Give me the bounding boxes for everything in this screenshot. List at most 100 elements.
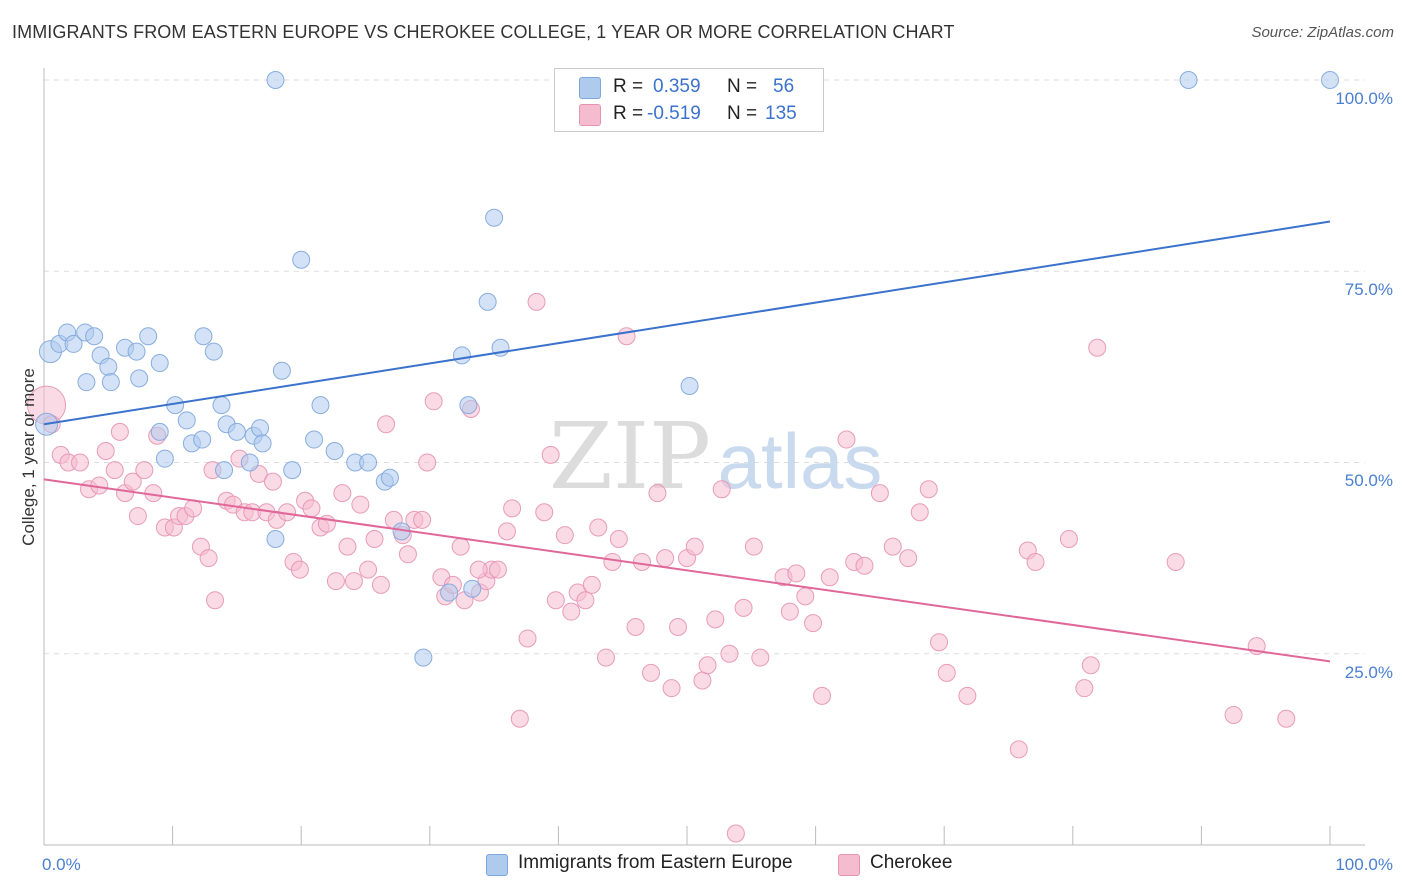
pink-point bbox=[919, 480, 938, 499]
pink-point bbox=[582, 575, 601, 594]
pink-point bbox=[804, 614, 823, 633]
blue-point bbox=[1179, 71, 1198, 89]
blue-point bbox=[194, 327, 213, 346]
blue-point bbox=[283, 461, 302, 480]
legend-swatch-pink bbox=[579, 104, 601, 126]
blue-point bbox=[127, 342, 146, 361]
pink-point bbox=[576, 591, 595, 610]
y-axis-label: College, 1 year or more bbox=[19, 368, 38, 546]
pink-point bbox=[617, 327, 636, 346]
blue-point bbox=[311, 396, 330, 415]
pink-point bbox=[546, 591, 565, 610]
pink-point bbox=[837, 430, 856, 449]
pink-point bbox=[668, 617, 687, 636]
pink-point bbox=[685, 537, 704, 556]
blue-point bbox=[325, 442, 344, 461]
blue-point bbox=[380, 468, 399, 487]
pink-point bbox=[656, 549, 675, 568]
pink-point bbox=[351, 495, 370, 514]
blue-point bbox=[77, 373, 96, 392]
pink-point bbox=[693, 671, 712, 690]
pink-point bbox=[302, 499, 321, 518]
pink-point bbox=[326, 572, 345, 591]
axes bbox=[43, 68, 1365, 846]
pink-point bbox=[1059, 530, 1078, 548]
pink-point bbox=[1075, 679, 1094, 698]
pink-point bbox=[418, 453, 437, 472]
y-tick-75: 75.0% bbox=[1345, 280, 1393, 299]
watermark-zip: ZIP bbox=[549, 403, 711, 510]
pink-point bbox=[1081, 656, 1100, 675]
pink-point bbox=[488, 560, 507, 579]
blue-point bbox=[251, 419, 270, 438]
blue-point bbox=[193, 430, 212, 449]
y-tick-25: 25.0% bbox=[1345, 663, 1393, 682]
chart-title: IMMIGRANTS FROM EASTERN EUROPE VS CHEROK… bbox=[12, 22, 955, 42]
blue-point bbox=[64, 334, 83, 353]
pink-point bbox=[641, 663, 660, 682]
grid-lines bbox=[44, 79, 1365, 655]
blue-point bbox=[266, 71, 285, 89]
data-points bbox=[27, 71, 1339, 843]
blue-point bbox=[266, 530, 285, 548]
blue-point bbox=[459, 396, 478, 415]
blue-point bbox=[440, 583, 459, 602]
legend-label-cherokee: Cherokee bbox=[870, 852, 953, 873]
blue-point bbox=[227, 422, 246, 441]
pink-point bbox=[698, 656, 717, 675]
pink-point bbox=[787, 564, 806, 583]
legend-swatch-blue bbox=[486, 854, 508, 876]
pink-point bbox=[128, 507, 147, 526]
pink-point bbox=[706, 610, 725, 629]
pink-point bbox=[398, 545, 417, 564]
blue-point bbox=[414, 648, 433, 667]
pink-point bbox=[359, 560, 378, 579]
pink-point bbox=[71, 453, 90, 472]
pink-point bbox=[199, 549, 218, 568]
legend-r-value: -0.519 bbox=[647, 103, 701, 124]
pink-point bbox=[96, 442, 115, 461]
pink-point bbox=[510, 709, 529, 728]
pink-point bbox=[206, 591, 225, 610]
pink-point bbox=[712, 480, 731, 499]
pink-point bbox=[883, 537, 902, 556]
legend-n-label: N = bbox=[727, 103, 758, 124]
pink-point bbox=[870, 484, 889, 503]
pink-point bbox=[338, 537, 357, 556]
pink-point bbox=[377, 415, 396, 434]
legend-r-label: R = bbox=[613, 76, 644, 97]
pink-point bbox=[518, 629, 537, 648]
pink-point bbox=[123, 472, 142, 491]
blue-point bbox=[101, 373, 120, 392]
blue-point bbox=[150, 354, 169, 373]
blue-point bbox=[150, 422, 169, 441]
pink-point bbox=[1166, 552, 1185, 571]
pink-point bbox=[937, 663, 956, 682]
pink-point bbox=[541, 445, 560, 464]
blue-point bbox=[240, 453, 259, 472]
pink-point bbox=[648, 484, 667, 503]
pink-point bbox=[451, 537, 470, 556]
pink-point bbox=[720, 644, 739, 663]
blue-point bbox=[292, 250, 311, 269]
trend-line-pink bbox=[43, 478, 1331, 663]
pink-point bbox=[184, 499, 203, 518]
pink-point bbox=[596, 648, 615, 667]
blue-point bbox=[680, 377, 699, 395]
blue-point bbox=[139, 327, 158, 346]
pink-point bbox=[726, 824, 745, 843]
pink-point bbox=[503, 499, 522, 518]
watermark-atlas: atlas bbox=[718, 417, 883, 505]
pink-point bbox=[780, 602, 799, 621]
pink-point bbox=[135, 461, 154, 480]
blue-point bbox=[272, 361, 291, 380]
watermark: ZIP atlas bbox=[549, 403, 882, 510]
legend-row-immigrants: R = 0.359 N = 56 bbox=[555, 73, 823, 101]
stats-legend: R = 0.359 N = 56 R = -0.519 N = 135 bbox=[554, 68, 824, 132]
blue-point bbox=[1321, 71, 1339, 89]
blue-point bbox=[155, 449, 174, 468]
blue-point bbox=[85, 327, 104, 346]
pink-point bbox=[555, 526, 574, 545]
pink-point bbox=[562, 602, 581, 621]
